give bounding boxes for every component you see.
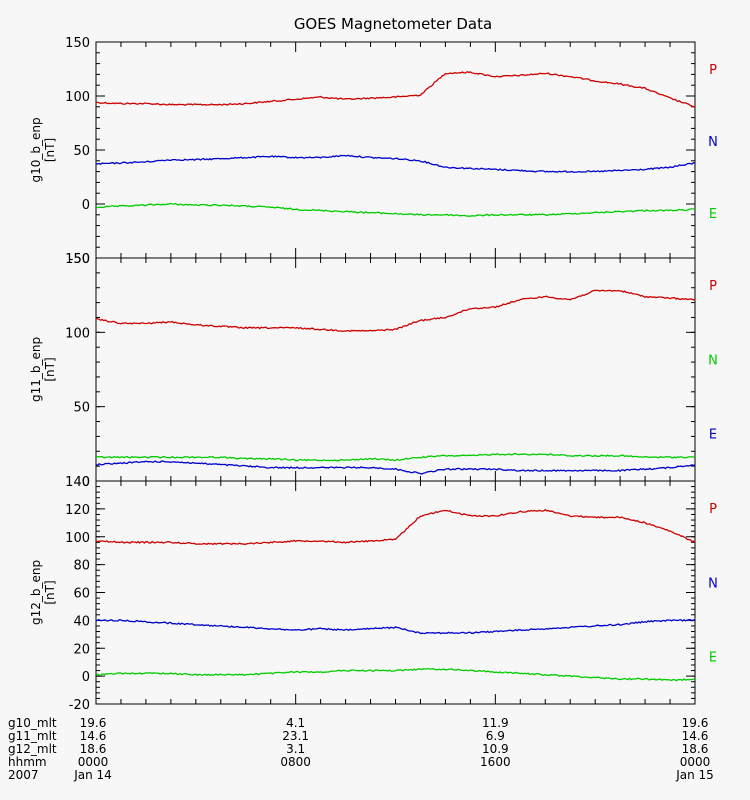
legend-entry-n: N [708,135,718,150]
legend-entry-n: N [708,576,718,591]
x-row-value: 0000 [680,755,711,769]
x-row-value: 19.6 [80,716,107,730]
y-tick-label: 20 [73,642,90,657]
x-row-label: g11_mlt [8,729,57,743]
x-row-value: 6.9 [486,729,505,743]
y-tick-label: 0 [82,475,90,490]
y-tick-label: 60 [73,587,90,602]
x-row-value: 18.6 [682,742,709,756]
x-row-value: 18.6 [80,742,107,756]
x-row-label: 2007 [8,768,39,782]
x-row-value: 14.6 [682,729,709,743]
legend-entry-e: E [709,428,717,443]
series-line-p [95,289,696,333]
y-tick-label: 100 [65,531,90,546]
y-tick-label: 50 [73,401,90,416]
legend-entry-p: P [709,502,717,517]
panel-2: 150 100 50 0 g11_b_enp [nT] P N E [29,252,718,490]
panel-3: 140 120 100 80 60 40 20 0 -20 g12_b_enp [nT] P N E [29,475,718,713]
y-tick-label: -20 [69,698,90,713]
y-tick-label: 150 [65,36,90,51]
panel-1: 150 100 50 0 -50 g10_b_enp [nT] P N E [29,36,718,267]
series-line-n [96,452,696,462]
legend-entry-p: P [709,63,717,78]
y-tick-label: 120 [65,503,90,518]
series-line-n [95,618,696,635]
series-line-p [95,70,696,108]
x-row-value: 10.9 [482,742,509,756]
series-line-p [95,508,696,546]
x-row-value: 11.9 [482,716,509,730]
x-row-value: 0800 [280,755,311,769]
y-tick-label: 0 [82,198,90,213]
y-axis-unit: [nT] [43,580,57,604]
legend-entry-n: N [708,353,718,368]
x-row-value: 3.1 [286,742,305,756]
y-axis-unit: [nT] [43,138,57,162]
y-tick-label: 100 [65,326,90,341]
y-axis-label: g11_b_enp [29,337,43,402]
x-row-value: 19.6 [682,716,709,730]
legend-entry-e: E [709,207,717,222]
series-line-n [95,154,696,174]
x-row-value: 23.1 [282,729,309,743]
y-tick-label: 80 [73,559,90,574]
y-tick-label: 140 [65,475,90,490]
x-row-label: g12_mlt [8,742,57,756]
x-row-value: 14.6 [80,729,107,743]
y-axis-label: g12_b_enp [29,560,43,625]
y-axis-label: g10_b_enp [29,117,43,182]
legend-entry-e: E [709,651,717,666]
y-tick-label: -50 [69,252,90,267]
x-row-value: 0000 [78,755,109,769]
y-tick-label: 150 [65,252,90,267]
series-line-e [96,667,696,682]
chart-title: GOES Magnetometer Data [294,15,492,33]
y-tick-label: 50 [73,144,90,159]
x-row-value: Jan 15 [675,768,714,782]
y-tick-label: 100 [65,90,90,105]
y-axis-unit: [nT] [43,357,57,381]
series-line-e [95,460,696,475]
x-row-label: hhmm [8,755,47,769]
series-line-e [95,202,696,217]
y-tick-label: 40 [73,614,90,629]
x-row-label: g10_mlt [8,716,57,730]
y-tick-label: 0 [82,670,90,685]
legend-entry-p: P [709,279,717,294]
x-row-value: Jan 14 [73,768,112,782]
x-row-value: 4.1 [286,716,305,730]
x-axis-info-rows: g10_mlt 19.6 4.1 11.9 19.6 g11_mlt 14.6 23.1 6.9… [8,716,714,782]
x-row-value: 1600 [480,755,511,769]
